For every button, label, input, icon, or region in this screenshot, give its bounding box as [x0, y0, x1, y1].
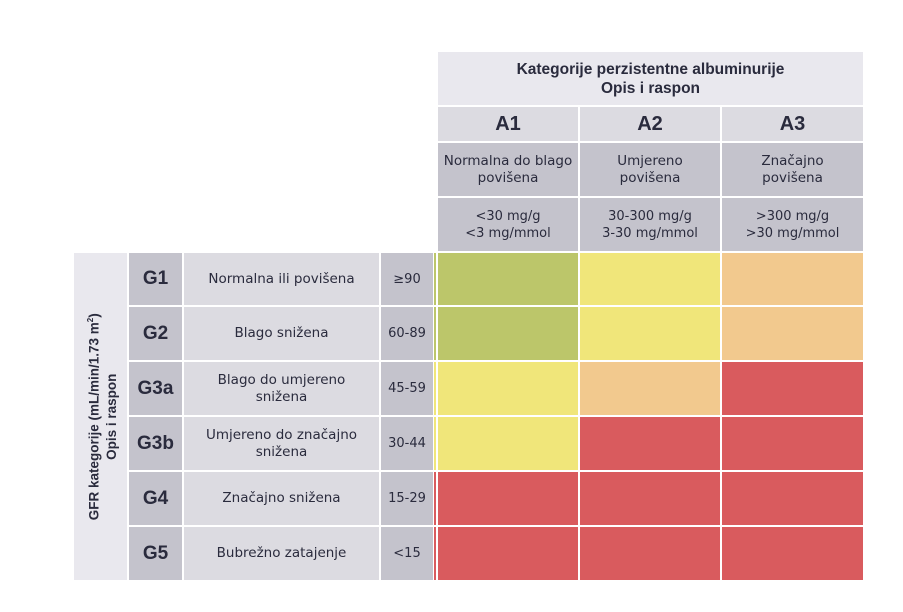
row-color-marker — [434, 417, 436, 470]
row-range-g3a: 45-59 — [381, 362, 433, 415]
row-range-g3b: 30-44 — [381, 417, 433, 470]
column-range-line: 30-300 mg/g — [608, 208, 692, 224]
row-code-g3a: G3a — [129, 362, 182, 415]
column-code-a3: A3 — [722, 107, 863, 141]
column-range-a3: >300 mg/g >30 mg/mmol — [722, 198, 863, 251]
column-description-line: Značajno — [761, 152, 824, 169]
heatmap-cell-g3b-a3 — [722, 417, 863, 470]
row-color-marker — [434, 253, 436, 305]
heatmap-cell-g4-a2 — [580, 472, 720, 525]
gfr-header-label: GFR kategorije (mL/min/1.73 m2) Opis i r… — [74, 253, 127, 580]
heatmap-cell-g2-a2 — [580, 307, 720, 360]
row-description-g3b: Umjereno do značajno snižena — [184, 417, 379, 470]
row-description-g1: Normalna ili povišena — [184, 253, 379, 305]
heatmap-cell-g4-a3 — [722, 472, 863, 525]
heatmap-cell-g2-a1 — [438, 307, 578, 360]
heatmap-cell-g5-a2 — [580, 527, 720, 580]
column-range-line: 3-30 mg/mmol — [602, 225, 698, 241]
row-code-g2: G2 — [129, 307, 182, 360]
row-color-marker — [434, 472, 436, 525]
row-range-g5: <15 — [381, 527, 433, 580]
row-code-g5: G5 — [129, 527, 182, 580]
column-range-line: <3 mg/mmol — [465, 225, 551, 241]
row-description-g5: Bubrežno zatajenje — [184, 527, 379, 580]
heatmap-cell-g1-a1 — [438, 253, 578, 305]
heatmap-cell-g3b-a2 — [580, 417, 720, 470]
row-range-g4: 15-29 — [381, 472, 433, 525]
column-description-line: povišena — [762, 169, 823, 186]
column-range-line: >300 mg/g — [755, 208, 830, 224]
row-color-marker — [434, 362, 436, 415]
column-code-a1: A1 — [438, 107, 578, 141]
heatmap-cell-g2-a3 — [722, 307, 863, 360]
row-range-g1: ≥90 — [381, 253, 433, 305]
heatmap-cell-g3a-a3 — [722, 362, 863, 415]
albuminuria-title-line2: Opis i raspon — [600, 79, 701, 97]
row-color-marker — [434, 527, 436, 580]
column-range-a2: 30-300 mg/g 3-30 mg/mmol — [580, 198, 720, 251]
heatmap-cell-g3a-a2 — [580, 362, 720, 415]
row-code-g1: G1 — [129, 253, 182, 305]
heatmap-cell-g5-a3 — [722, 527, 863, 580]
row-description-g4: Značajno snižena — [184, 472, 379, 525]
column-range-line: <30 mg/g — [475, 208, 541, 224]
row-description-g3a: Blago do umjereno snižena — [184, 362, 379, 415]
column-description-a2: Umjereno povišena — [580, 143, 720, 196]
row-color-marker — [434, 307, 436, 360]
row-code-g3b: G3b — [129, 417, 182, 470]
heatmap-cell-g3b-a1 — [438, 417, 578, 470]
column-description-line: Normalna do blago — [443, 152, 573, 169]
heatmap-cell-g1-a3 — [722, 253, 863, 305]
heatmap-cell-g1-a2 — [580, 253, 720, 305]
column-description-a3: Značajno povišena — [722, 143, 863, 196]
column-description-line: Umjereno — [617, 152, 683, 169]
column-range-a1: <30 mg/g <3 mg/mmol — [438, 198, 578, 251]
column-description-a1: Normalna do blago povišena — [438, 143, 578, 196]
column-description-line: povišena — [477, 169, 539, 186]
albuminuria-title-line1: Kategorije perzistentne albuminurije — [516, 60, 785, 78]
gfr-title-line2: Opis i raspon — [103, 373, 119, 460]
heatmap-cell-g4-a1 — [438, 472, 578, 525]
column-range-line: >30 mg/mmol — [745, 225, 840, 241]
column-code-a2: A2 — [580, 107, 720, 141]
albuminuria-header-title: Kategorije perzistentne albuminurije Opi… — [438, 52, 863, 105]
row-range-g2: 60-89 — [381, 307, 433, 360]
gfr-title-line1: GFR kategorije (mL/min/1.73 m2) — [85, 312, 102, 521]
row-description-g2: Blago snižena — [184, 307, 379, 360]
heatmap-cell-g3a-a1 — [438, 362, 578, 415]
column-description-line: povišena — [619, 169, 681, 186]
row-code-g4: G4 — [129, 472, 182, 525]
heatmap-cell-g5-a1 — [438, 527, 578, 580]
